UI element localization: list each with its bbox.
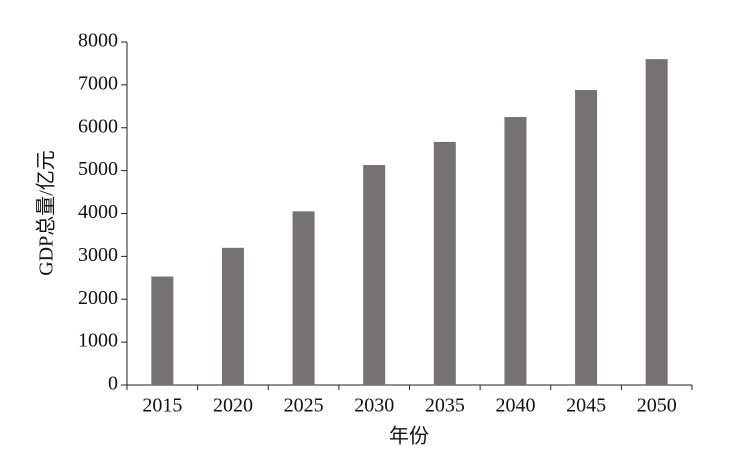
x-tick-label: 2015 [142,395,182,417]
x-tick-label: 2045 [566,395,606,417]
bar [292,211,315,385]
y-tick-label: 4000 [78,201,118,223]
bar [575,90,598,386]
bar [151,276,174,385]
y-tick-label: 6000 [78,115,118,137]
y-axis-label: GDP总量/亿元 [35,150,58,276]
y-tick-label: 5000 [78,158,118,180]
y-tick-label: 1000 [78,330,118,352]
y-tick-label: 7000 [78,72,118,94]
y-tick-label: 8000 [78,30,118,52]
y-tick-label: 2000 [78,287,118,309]
y-tick-label: 0 [108,373,118,395]
bar [433,141,456,385]
x-axis-label: 年份 [389,425,429,448]
y-tick-label: 3000 [78,244,118,266]
x-tick-label: 2025 [284,395,324,417]
bar [645,59,668,386]
x-tick-label: 2035 [425,395,465,417]
x-tick-label: 2040 [495,395,535,417]
x-tick-label: 2020 [213,395,253,417]
x-tick-label: 2030 [354,395,394,417]
bar [363,165,386,385]
x-tick-label: 2050 [637,395,677,417]
bar [221,247,244,385]
bar [504,117,527,385]
